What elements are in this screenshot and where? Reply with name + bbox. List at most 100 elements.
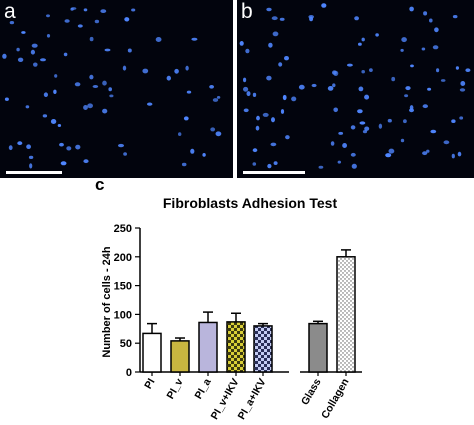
cell-nucleus xyxy=(252,92,257,97)
cell-nucleus xyxy=(403,119,407,124)
adhesion-bar-chart: Fibroblasts Adhesion Test Number of cell… xyxy=(101,195,362,422)
cell-nucleus xyxy=(405,86,411,91)
cell-nucleus xyxy=(327,86,334,91)
cell-nucleus xyxy=(142,68,149,74)
cell-nucleus xyxy=(77,24,83,28)
cell-nucleus xyxy=(361,37,365,42)
cell-nucleus xyxy=(191,37,198,41)
cell-nucleus xyxy=(42,114,48,118)
y-tick-label: 100 xyxy=(114,309,132,321)
cell-nucleus xyxy=(21,31,26,34)
cell-nucleus xyxy=(54,74,58,78)
cell-nucleus xyxy=(26,144,31,149)
cell-nucleus xyxy=(375,33,379,37)
cell-nucleus xyxy=(2,53,7,59)
cell-nucleus xyxy=(400,138,405,143)
cell-nuclei-a xyxy=(2,7,222,169)
cell-nucleus xyxy=(342,143,347,148)
cell-nucleus xyxy=(181,162,187,167)
cell-nucleus xyxy=(252,148,258,153)
cell-nucleus xyxy=(166,75,171,81)
cell-nucleus xyxy=(9,21,15,25)
cell-nucleus xyxy=(28,155,34,159)
cell-nucleus xyxy=(311,83,317,88)
x-tick-label: PI xyxy=(142,376,157,391)
cell-nucleus xyxy=(451,119,456,123)
cell-nucleus xyxy=(30,49,35,55)
panel-label-c: c xyxy=(95,175,105,194)
cell-nucleus xyxy=(123,152,127,156)
bar xyxy=(253,325,273,373)
cell-nucleus xyxy=(387,118,392,123)
bar xyxy=(142,332,162,373)
cell-nucleus xyxy=(17,57,24,62)
cell-nucleus xyxy=(321,3,327,8)
cell-nucleus xyxy=(285,135,290,140)
cell-nucleus xyxy=(239,41,244,46)
cell-nucleus xyxy=(131,8,136,12)
cell-nucleus xyxy=(432,45,439,50)
cell-nucleus xyxy=(17,141,23,146)
bar xyxy=(170,340,190,373)
cell-nucleus xyxy=(256,115,260,121)
cell-nucleus xyxy=(210,127,216,132)
cell-nucleus xyxy=(33,62,38,67)
cell-nucleus xyxy=(31,43,38,48)
cell-nucleus xyxy=(358,42,362,46)
cell-nucleus xyxy=(291,96,297,102)
cell-nucleus xyxy=(278,62,283,67)
cell-nucleus xyxy=(57,124,62,127)
cell-nucleus xyxy=(252,162,257,166)
scale-bar-b xyxy=(243,171,305,174)
cell-nucleus xyxy=(243,77,247,83)
x-tick-label: Glass xyxy=(299,376,324,407)
cell-nucleus xyxy=(266,7,272,12)
cell-nucleus xyxy=(423,11,428,16)
cell-nucleus xyxy=(440,79,446,82)
cell-nucleus xyxy=(309,16,314,22)
cell-nucleus xyxy=(102,108,108,114)
cell-nucleus xyxy=(358,86,364,92)
cell-nucleus xyxy=(354,16,359,21)
cell-nucleus xyxy=(282,94,287,101)
cell-nucleus xyxy=(109,94,114,98)
cell-nucleus xyxy=(245,48,250,54)
cell-nucleus xyxy=(104,48,111,52)
y-tick-label: 200 xyxy=(114,252,132,264)
cell-nucleus xyxy=(400,48,404,52)
cell-nucleus xyxy=(279,17,285,21)
cell-nucleus xyxy=(452,15,458,19)
cell-nucleus xyxy=(155,37,162,42)
cell-nucleus xyxy=(347,63,353,67)
scale-bar-a xyxy=(6,171,62,174)
cell-nucleus xyxy=(212,98,219,102)
cell-nucleus xyxy=(422,151,428,156)
cell-nucleus xyxy=(298,84,305,90)
y-tick-label: 50 xyxy=(120,338,132,350)
y-tick-label: 150 xyxy=(114,281,132,293)
cell-nucleus xyxy=(255,125,260,131)
cell-nucleus xyxy=(89,74,94,80)
cell-nucleus xyxy=(243,108,249,113)
cell-nucleus xyxy=(74,82,81,87)
cell-nucleus xyxy=(215,131,222,137)
cell-nucleus xyxy=(364,126,370,131)
cell-nucleus xyxy=(186,90,192,94)
cell-nucleus xyxy=(127,48,132,53)
cell-nucleus xyxy=(102,80,107,86)
cell-nucleus xyxy=(459,88,466,92)
cell-nucleus xyxy=(273,161,278,166)
cell-nucleus xyxy=(50,119,57,124)
cell-nucleus xyxy=(333,70,339,76)
cell-nucleus xyxy=(70,7,74,11)
cell-nucleus xyxy=(100,9,107,14)
cell-nucleus xyxy=(284,56,289,61)
cell-nucleus xyxy=(429,18,433,23)
chart-title: Fibroblasts Adhesion Test xyxy=(163,195,338,211)
cell-nucleus xyxy=(388,148,395,154)
cell-nucleus xyxy=(202,153,206,157)
cell-nucleus xyxy=(460,81,466,86)
cell-nucleus xyxy=(29,163,33,169)
cell-nucleus xyxy=(436,68,440,73)
cell-nucleus xyxy=(243,86,249,92)
